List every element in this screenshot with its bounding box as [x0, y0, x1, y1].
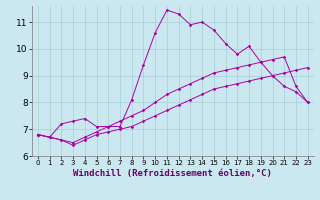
X-axis label: Windchill (Refroidissement éolien,°C): Windchill (Refroidissement éolien,°C): [73, 169, 272, 178]
